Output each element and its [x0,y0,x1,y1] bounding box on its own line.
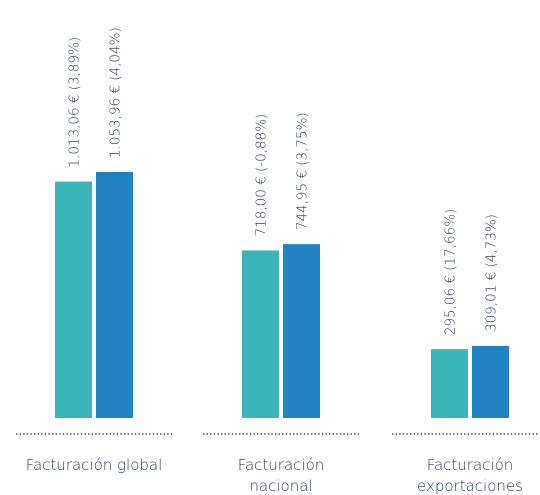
bar-2-series-1 [242,250,279,418]
value-label-2-series-2: 744,95 € (3,75%) [295,112,311,230]
category-label-3: Facturación exportaciones [417,456,523,495]
bars-layer [55,172,509,418]
value-labels-layer: 1.013,06 € (3,89%) 1.053,96 € (4,04%) 718,… [67,27,500,335]
category-label-2: Facturación nacional [238,456,325,495]
value-label-1-series-1: 1.013,06 € (3,89%) [67,37,83,168]
category-label-2-line-2: nacional [249,477,312,495]
category-label-1: Facturación global [26,456,163,474]
category-label-1-line-1: Facturación global [26,456,163,474]
bar-2-series-2 [283,244,320,418]
category-label-3-line-2: exportaciones [417,477,523,495]
value-label-3-series-1: 295,06 € (17,66%) [443,209,459,335]
bar-1-series-1 [55,181,92,418]
value-label-1-series-2: 1.053,96 € (4,04%) [108,27,124,158]
category-labels-layer: Facturación global Facturación nacionalFac… [26,456,523,495]
value-label-2-series-1: 718,00 € (-0,88%) [254,114,270,237]
bar-1-series-2 [96,172,133,418]
category-label-2-line-1: Facturación [238,456,325,474]
bar-3-series-1 [431,349,468,418]
bar-3-series-2 [472,345,509,418]
value-label-3-series-2: 309,01 € (4,73%) [484,214,500,332]
category-label-3-line-1: Facturación [427,456,514,474]
